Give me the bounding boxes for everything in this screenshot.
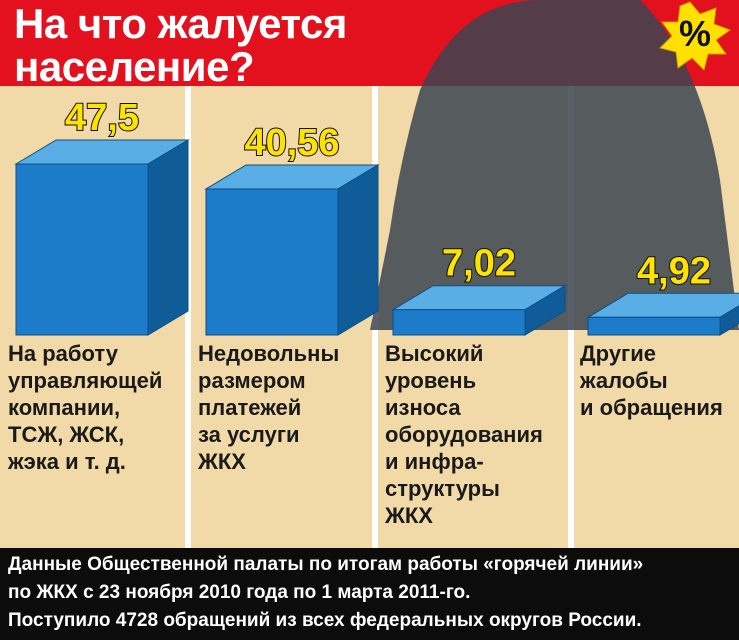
category-label: Другие жалобы и обращения [580, 341, 723, 420]
separator [185, 86, 191, 548]
bar [205, 188, 339, 336]
note: по ЖКХ с 23 ноября 2010 года по 1 марта … [8, 582, 471, 603]
value-label: 40,56 [244, 122, 339, 164]
category-label: Недовольны размером платежей за услуги Ж… [198, 341, 340, 474]
unit-badge: % [679, 13, 711, 54]
category-label: На работу управляющей компании, ТСЖ, ЖСК… [8, 341, 163, 474]
value-label: 47,5 [65, 97, 139, 139]
note: Поступило 4728 обращений из всех федерал… [8, 610, 642, 631]
bar [392, 309, 526, 336]
value-label: 4,92 [637, 250, 711, 292]
note: Данные Общественной палаты по итогам раб… [8, 554, 644, 575]
category-label: Высокий уровень износа оборудования и ин… [385, 341, 543, 528]
bar-side [147, 139, 189, 336]
bar [15, 163, 149, 336]
badge [659, 1, 732, 71]
person-silhouette [370, 0, 739, 330]
bar [587, 316, 721, 336]
value-label: 7,02 [442, 243, 516, 285]
bar-side [337, 164, 379, 336]
notes-band: Данные Общественной палаты по итогам раб… [0, 548, 739, 640]
chart-title: На что жалуется население? [14, 0, 347, 90]
